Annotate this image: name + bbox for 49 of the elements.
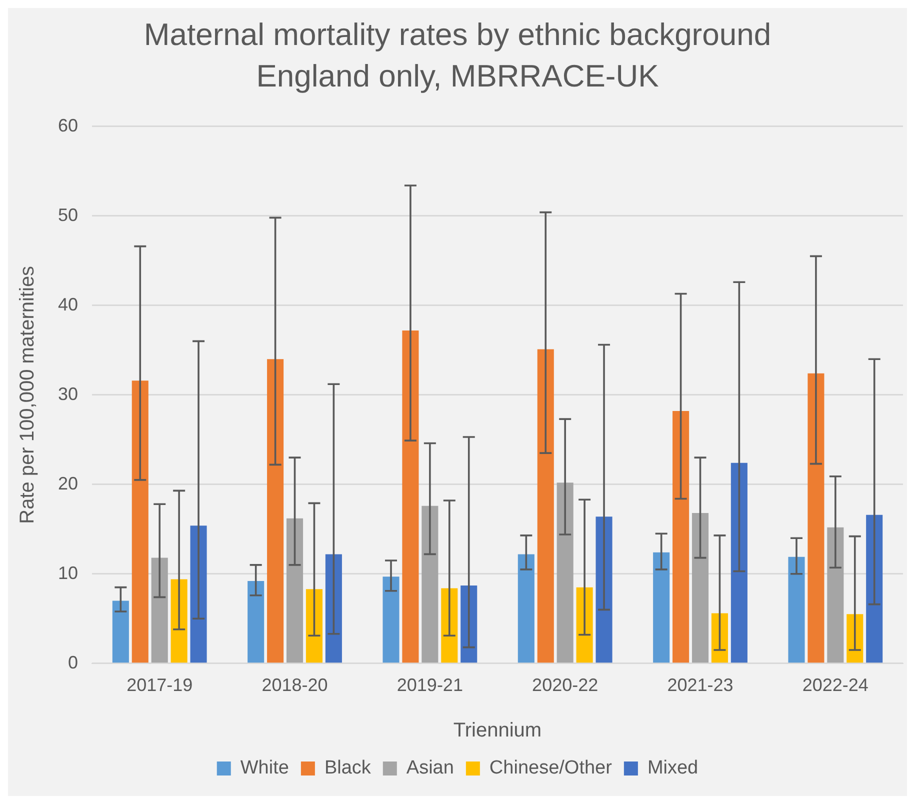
x-tick-label: 2020-22	[532, 675, 598, 696]
bar	[382, 576, 400, 663]
chart-subtitle: England only, MBRRACE-UK	[256, 58, 660, 94]
bar	[672, 411, 690, 663]
bar	[306, 589, 322, 663]
bar	[518, 554, 534, 663]
legend-label: Mixed	[647, 758, 698, 779]
bar	[248, 581, 264, 663]
y-tick-label: 40	[58, 294, 78, 314]
x-tick-label: 2017-19	[126, 675, 193, 696]
x-tick-label: 2019-21	[396, 675, 463, 696]
y-tick-label: 60	[58, 115, 78, 136]
bar	[596, 516, 612, 663]
x-tick-label: 2022-24	[802, 675, 868, 696]
bar	[112, 600, 129, 663]
bar	[788, 556, 805, 663]
y-tick-label: 50	[58, 204, 78, 225]
y-tick-label: 10	[58, 562, 78, 583]
bar	[286, 518, 304, 663]
bar	[441, 588, 458, 663]
bar	[170, 579, 188, 663]
x-axis-title: Triennium	[453, 720, 542, 742]
x-tick-label: 2018-20	[262, 675, 328, 696]
legend-label: White	[240, 758, 289, 779]
bar	[866, 514, 883, 663]
bar	[402, 330, 419, 663]
bar	[267, 359, 284, 663]
bar	[422, 506, 438, 663]
y-tick-label: 30	[58, 384, 78, 404]
bar	[692, 513, 709, 663]
bar	[827, 527, 844, 663]
bar	[556, 482, 574, 663]
y-tick-label: 20	[58, 473, 78, 494]
bar	[730, 462, 748, 663]
legend-label: Black	[324, 758, 372, 779]
y-axis-title: Rate per 100,000 maternities	[16, 266, 39, 524]
bar	[576, 587, 593, 663]
bar	[808, 373, 824, 663]
bar	[132, 380, 148, 663]
bar	[653, 552, 670, 663]
x-tick-label: 2021-23	[667, 675, 734, 696]
chart-title: Maternal mortality rates by ethnic background	[144, 17, 772, 52]
bar	[151, 558, 168, 663]
bar	[325, 554, 342, 663]
bar	[537, 349, 554, 663]
legend-label: Asian	[406, 758, 454, 779]
bar	[190, 526, 207, 663]
legend-label: Chinese/Other	[489, 758, 613, 779]
y-tick-label: 0	[68, 652, 78, 672]
